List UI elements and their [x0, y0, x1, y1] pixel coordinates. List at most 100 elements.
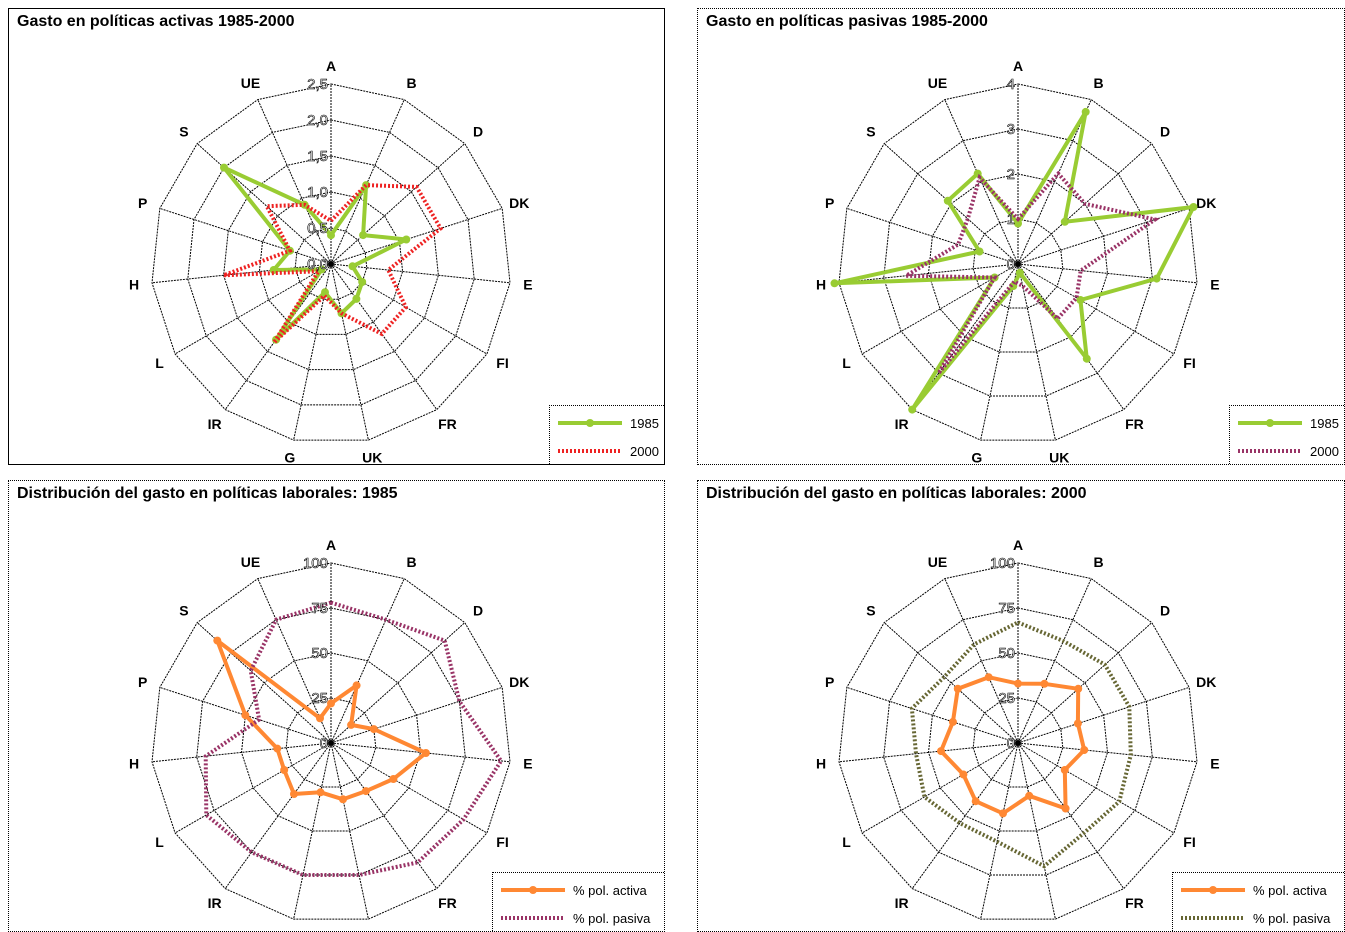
category-label: UK [362, 929, 382, 932]
legend-label: % pol. pasiva [1253, 910, 1331, 926]
tick-label: 4 [1007, 76, 1015, 93]
grid-spoke [1017, 263, 1175, 355]
category-label: A [326, 537, 336, 553]
category-label: P [138, 674, 147, 690]
series-line [215, 638, 428, 802]
category-label: S [866, 603, 875, 619]
grid-spoke [861, 742, 1019, 834]
tick-label: 100 [990, 555, 1015, 572]
category-label: IR [895, 416, 909, 432]
legend-label: % pol. activa [573, 882, 647, 898]
data-point [937, 747, 945, 756]
grid-spoke [1017, 207, 1190, 265]
data-point [316, 788, 325, 797]
grid-ring [883, 128, 1153, 397]
category-label: P [138, 195, 147, 211]
series-line [909, 620, 1133, 869]
data-point [1081, 107, 1090, 116]
grid-ring [151, 83, 511, 441]
category-label: FI [1183, 355, 1195, 371]
grid-ring [196, 607, 466, 876]
legend-label: 2000 [630, 443, 659, 459]
category-label: H [129, 756, 139, 772]
category-label: DK [509, 195, 529, 211]
tick-label: 100 [303, 555, 328, 572]
grid-ring [187, 119, 475, 406]
category-label: L [842, 834, 851, 850]
category-label: DK [509, 674, 529, 690]
chart-panel-dist-2000: Distribución del gasto en políticas labo… [697, 480, 1345, 932]
grid-ring [240, 652, 422, 832]
grid-spoke [330, 742, 438, 889]
tick-label: 2,5 [307, 76, 328, 93]
data-point [352, 294, 361, 303]
data-point [273, 744, 282, 753]
category-label: E [523, 277, 532, 293]
category-label: A [326, 58, 336, 74]
chart-panel-dist-1985: Distribución del gasto en políticas labo… [8, 480, 665, 932]
series-line [222, 165, 409, 342]
data-point [280, 766, 289, 774]
legend-item: % pol. pasiva [1173, 905, 1330, 931]
category-label: E [1210, 756, 1219, 772]
radar-chart-active: A B D DK E FI FR UK G IR L H P S UE 0,0 0,5 1,0 1,5 2,0 2,5 [129, 58, 533, 465]
category-label: FR [1125, 416, 1144, 432]
data-point [1060, 217, 1069, 226]
data-point [1025, 791, 1034, 800]
chart-title: Gasto en políticas activas 1985-2000 [17, 13, 295, 30]
legend-item: % pol. activa [1173, 877, 1327, 903]
data-point [352, 681, 361, 690]
category-label: B [406, 554, 416, 570]
tick-label: 75 [311, 600, 328, 617]
tick-label: 2 [1007, 166, 1015, 183]
legend-label: 1985 [630, 415, 659, 431]
data-point [369, 725, 378, 734]
data-point [359, 231, 368, 240]
data-point [984, 673, 993, 682]
grid-spoke [980, 263, 1019, 441]
tick-label: 0 [1007, 256, 1015, 273]
legend-label: 2000 [1310, 443, 1339, 459]
grid-spoke [1017, 263, 1056, 441]
category-label: P [825, 674, 834, 690]
data-point [347, 720, 356, 729]
data-point [943, 196, 952, 205]
data-point [348, 262, 357, 271]
data-point [1082, 354, 1091, 363]
category-label: G [971, 450, 982, 465]
tick-label: 1,0 [307, 184, 328, 201]
category-label: UK [362, 450, 382, 465]
data-point [1040, 679, 1049, 688]
series-line [203, 600, 504, 877]
legend-label: % pol. activa [1253, 882, 1327, 898]
grid-spoke [174, 263, 332, 355]
series-line [899, 170, 1160, 375]
category-label: L [155, 834, 164, 850]
category-label: D [473, 124, 483, 140]
category-label: IR [208, 895, 222, 911]
legend-swatch [1181, 916, 1245, 920]
grid-ring [223, 155, 439, 371]
category-label: B [1093, 75, 1103, 91]
center-point [1015, 740, 1021, 746]
category-label: L [155, 355, 164, 371]
legend-label: % pol. pasiva [573, 910, 651, 926]
legend: 1985 2000 [549, 405, 664, 464]
data-point [971, 797, 980, 806]
data-point [1061, 804, 1070, 813]
grid-spoke [330, 263, 369, 441]
legend-item: 1985 [550, 410, 659, 436]
data-point [358, 278, 367, 286]
legend-swatch [501, 916, 565, 920]
data-point [421, 749, 430, 757]
grid-spoke [330, 263, 488, 355]
tick-label: 75 [998, 600, 1015, 617]
grid-ring [972, 697, 1064, 788]
grid-ring [927, 652, 1109, 832]
grid-ring [285, 697, 377, 788]
data-point [290, 790, 298, 798]
grid-spoke [1017, 742, 1056, 920]
legend-swatch [1238, 449, 1302, 453]
data-point [241, 711, 250, 720]
category-label: S [866, 124, 875, 140]
